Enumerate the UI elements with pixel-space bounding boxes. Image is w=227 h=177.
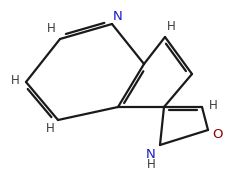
Text: H: H [166,21,175,33]
Text: O: O [212,129,222,141]
Text: H: H [46,22,55,36]
Text: H: H [146,158,155,172]
Text: N: N [146,147,155,161]
Text: H: H [45,122,54,136]
Text: N: N [113,10,122,22]
Text: H: H [11,75,19,87]
Text: H: H [208,99,216,113]
